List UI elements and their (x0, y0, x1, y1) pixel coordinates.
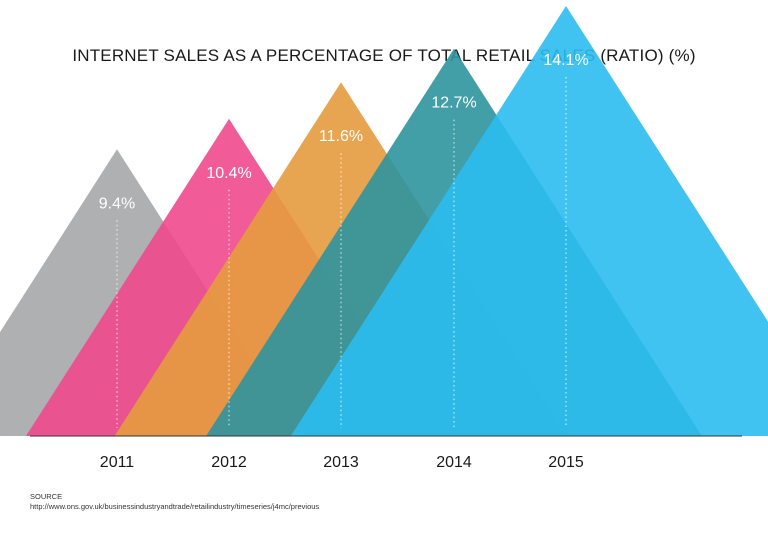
category-label-2013: 2013 (323, 454, 359, 471)
category-labels: 2011 2012 2013 2014 2015 (100, 454, 584, 471)
source-url[interactable]: http://www.ons.gov.uk/businessindustryan… (30, 502, 319, 511)
category-label-2015: 2015 (548, 454, 584, 471)
source-heading: SOURCE (30, 492, 62, 501)
value-label-2015: 14.1% (543, 52, 588, 69)
value-label-2011: 9.4% (99, 195, 135, 212)
chart-marks: 9.4% 10.4% 11.6% 12.7% 14.1% (0, 5, 768, 437)
value-label-2013: 11.6% (319, 128, 363, 145)
category-label-2014: 2014 (436, 454, 472, 471)
chart-title: INTERNET SALES AS A PERCENTAGE OF TOTAL … (72, 46, 695, 65)
triangle-2015 (290, 5, 768, 436)
value-label-2014: 12.7% (431, 95, 476, 112)
category-label-2011: 2011 (100, 454, 135, 471)
value-label-2012: 10.4% (206, 165, 251, 182)
category-label-2012: 2012 (211, 454, 247, 471)
